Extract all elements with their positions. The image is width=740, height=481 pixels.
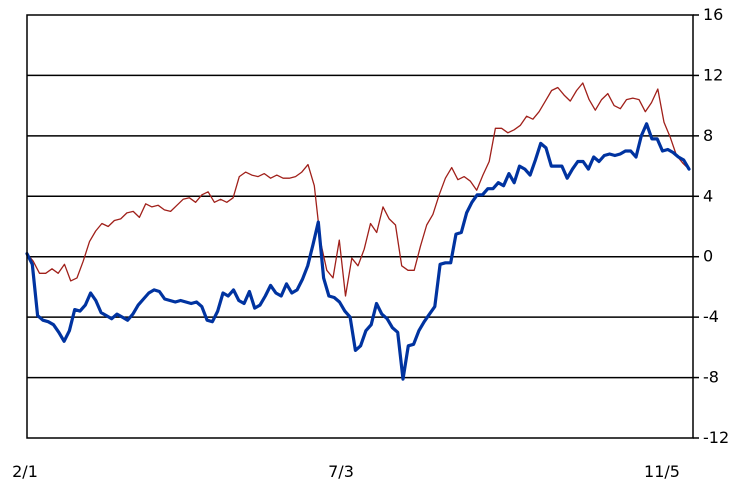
gridlines: [27, 74, 693, 379]
y-tick-label: 8: [703, 126, 713, 145]
series-layer: [25, 82, 691, 381]
y-tick-label: -4: [703, 307, 719, 326]
y-axis-labels: 16 12 8 4 0 -4 -8 -12: [703, 5, 729, 447]
y-tick-label: 16: [703, 5, 723, 24]
plot-background: [27, 15, 693, 438]
series-2-line: [26, 82, 690, 297]
axis-ticks: [693, 14, 699, 439]
y-tick-label: 12: [703, 65, 723, 84]
x-tick-label: 11/5: [644, 462, 680, 481]
plot-border: [26, 14, 694, 439]
x-axis-labels: 2/1 7/3 11/5: [12, 462, 680, 481]
y-tick-label: -8: [703, 368, 719, 387]
x-tick-label: 7/3: [328, 462, 354, 481]
x-tick-label: 2/1: [12, 462, 38, 481]
y-tick-label: 4: [703, 186, 713, 205]
y-tick-label: -12: [703, 428, 729, 447]
series-1-line: [25, 122, 691, 381]
y-tick-label: 0: [703, 247, 713, 266]
